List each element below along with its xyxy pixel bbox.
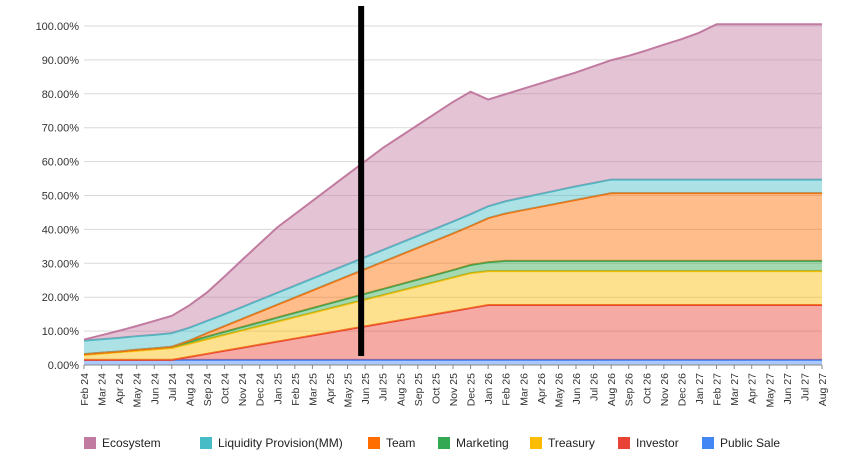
- y-tick-label: 40.00%: [42, 224, 80, 236]
- line-treasury: [83, 270, 822, 356]
- x-tick-label: Nov 25: [448, 373, 460, 406]
- x-tick-label: Apr 24: [114, 373, 126, 404]
- legend-label-team: Team: [386, 436, 415, 450]
- stacked-areas: [83, 23, 822, 365]
- area-team: [84, 193, 822, 355]
- x-tick-label: Sep 24: [202, 373, 214, 406]
- x-tick-label: Oct 26: [641, 373, 653, 404]
- y-tick-label: 50.00%: [42, 191, 80, 203]
- axes: 0.00% 10.00% 20.00% 30.00% 40.00% 50.00% 60.00…: [36, 21, 829, 407]
- x-tick-label: Dec 25: [466, 373, 478, 406]
- legend-label-treasury: Treasury: [548, 436, 595, 450]
- legend: Ecosystem Liquidity Provision(MM) Team Mark…: [84, 436, 780, 450]
- area-investor: [84, 304, 822, 360]
- x-tick-label: Feb 25: [290, 373, 302, 406]
- marker-line-group: [358, 6, 365, 356]
- x-tick-label: Oct 24: [220, 373, 232, 404]
- x-tick-label: Jul 26: [589, 373, 601, 401]
- x-tick-label: Jun 24: [149, 373, 161, 405]
- y-tick-label: 60.00%: [42, 157, 80, 169]
- x-tick-label: Apr 25: [325, 373, 337, 404]
- legend-label-public-sale: Public Sale: [720, 436, 780, 450]
- legend-swatch-public-sale: [702, 437, 714, 449]
- x-tick-label: May 26: [553, 373, 565, 408]
- legend-swatch-liquidity-provision-mm: [200, 437, 212, 449]
- x-tick-label: May 25: [343, 373, 355, 408]
- x-tick-label: Aug 27: [817, 373, 829, 406]
- legend-label-liquidity-provision-mm: Liquidity Provision(MM): [218, 436, 343, 450]
- x-tick-label: Apr 27: [747, 373, 759, 404]
- x-tick-label: Jun 27: [782, 373, 794, 405]
- y-tick-label: 20.00%: [42, 292, 80, 304]
- line-ecosystem: [83, 23, 822, 341]
- x-tick-label: Sep 25: [413, 373, 425, 406]
- x-tick-label: Jun 25: [360, 373, 372, 405]
- y-tick-label: 30.00%: [42, 258, 80, 270]
- grid-lines: [84, 25, 822, 366]
- legend-swatch-marketing: [438, 437, 450, 449]
- legend-swatch-treasury: [530, 437, 542, 449]
- x-tick-label: Apr 26: [536, 373, 548, 404]
- x-tick-label: Aug 25: [395, 373, 407, 406]
- x-tick-label: Aug 26: [606, 373, 618, 406]
- line-investor: [84, 303, 822, 361]
- x-tick-label: Mar 24: [97, 373, 109, 406]
- x-tick-label: Mar 25: [307, 373, 319, 406]
- x-tick-label: May 24: [132, 373, 144, 408]
- area-liquidity-provision-mm: [84, 179, 822, 355]
- legend-swatch-ecosystem: [84, 437, 96, 449]
- x-tick-label: Mar 27: [729, 373, 741, 406]
- x-tick-label: Nov 26: [659, 373, 671, 406]
- x-tick-label: Jun 26: [571, 373, 583, 405]
- x-tick-label: Dec 26: [676, 373, 688, 406]
- x-tick-label: Jan 27: [694, 373, 706, 405]
- x-tick-label: Mar 26: [518, 373, 530, 406]
- y-tick-label: 100.00%: [36, 21, 80, 33]
- x-tick-label: Nov 24: [237, 373, 249, 406]
- x-tick-label: Jan 25: [272, 373, 284, 405]
- x-tick-label: Aug 24: [184, 373, 196, 406]
- area-ecosystem: [84, 24, 822, 341]
- x-tick-label: Sep 26: [624, 373, 636, 406]
- y-tick-label: 0.00%: [48, 360, 79, 372]
- line-liquidity-provision-mm: [83, 178, 822, 342]
- legend-label-marketing: Marketing: [456, 436, 509, 450]
- x-tick-label: Dec 24: [255, 373, 267, 406]
- x-tick-label: Jan 26: [483, 373, 495, 405]
- y-tick-label: 90.00%: [42, 55, 80, 67]
- x-tick-label: Oct 25: [430, 373, 442, 404]
- legend-swatch-team: [368, 437, 380, 449]
- legend-label-investor: Investor: [636, 436, 679, 450]
- x-tick-label: Feb 26: [501, 373, 513, 406]
- legend-label-ecosystem: Ecosystem: [102, 436, 161, 450]
- x-tick-label: Jul 24: [167, 373, 179, 401]
- area-treasury: [84, 271, 822, 360]
- marker-line: [358, 6, 365, 356]
- line-marketing: [83, 259, 822, 356]
- y-tick-label: 80.00%: [42, 89, 80, 101]
- area-marketing: [84, 260, 822, 355]
- area-public-sale: [84, 359, 822, 365]
- legend-swatch-investor: [618, 437, 630, 449]
- x-tick-label: Jul 25: [378, 373, 390, 401]
- line-team: [83, 192, 822, 356]
- x-tick-label: Jul 27: [799, 373, 811, 401]
- y-tick-label: 70.00%: [42, 123, 80, 135]
- y-tick-label: 10.00%: [42, 326, 80, 338]
- x-tick-label: Feb 27: [712, 373, 724, 406]
- x-tick-label: Feb 24: [79, 373, 91, 406]
- x-tick-label: May 27: [764, 373, 776, 408]
